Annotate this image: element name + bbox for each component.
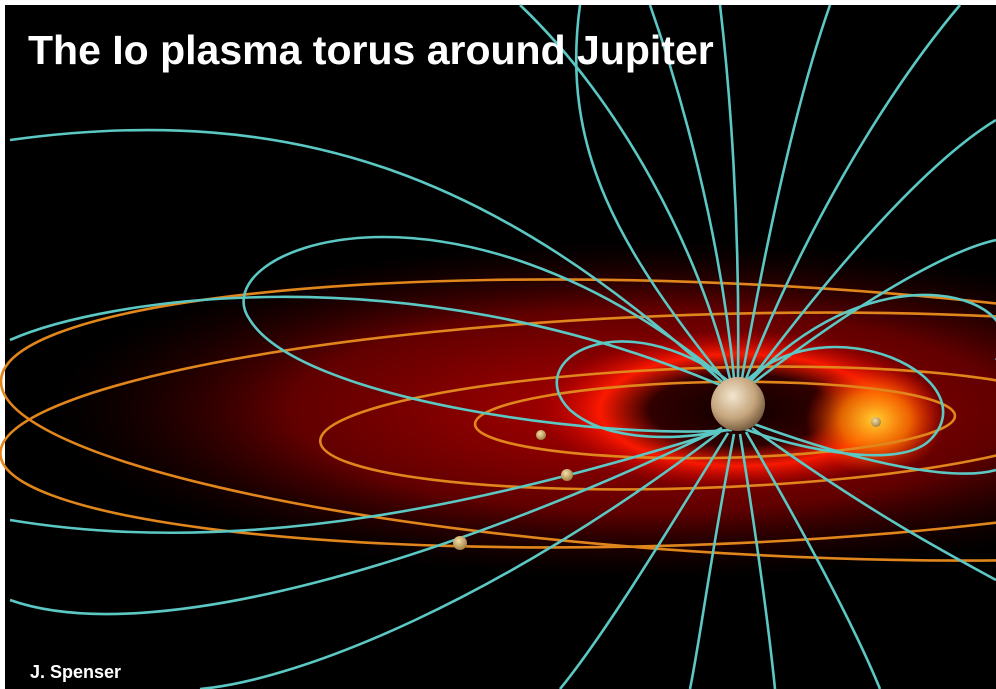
field-lines: [9, 4, 996, 689]
orbits: [0, 278, 996, 562]
title: The Io plasma torus around Jupiter: [28, 27, 714, 73]
credit: J. Spenser: [30, 662, 121, 682]
jupiter: [711, 377, 765, 431]
moons: [453, 417, 881, 550]
